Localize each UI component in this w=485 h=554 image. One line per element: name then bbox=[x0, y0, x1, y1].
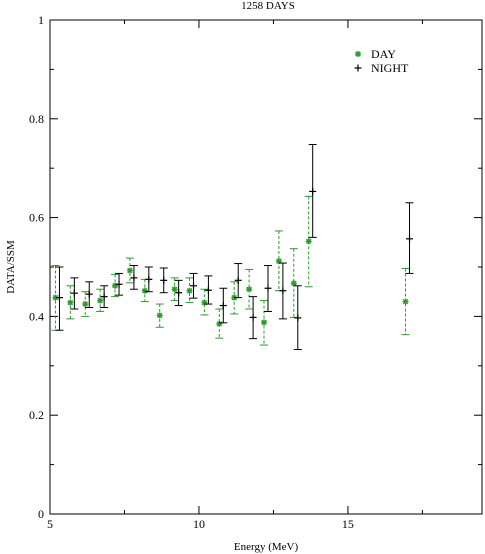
x-tick-label: 10 bbox=[193, 517, 205, 531]
y-tick-label: 0.6 bbox=[29, 211, 44, 225]
data-point-day bbox=[112, 282, 119, 289]
data-point-night bbox=[406, 235, 414, 243]
x-axis-label: Energy (MeV) bbox=[234, 541, 299, 553]
legend-marker-night bbox=[354, 64, 362, 72]
data-point-day bbox=[201, 299, 208, 306]
data-point-day bbox=[82, 301, 89, 308]
legend-marker-day bbox=[355, 51, 361, 57]
legend-label-day: DAY bbox=[371, 47, 396, 61]
legend-asterisk-symbol bbox=[355, 51, 361, 57]
y-axis: 0 0.2 0.4 0.6 0.8 1 bbox=[29, 13, 482, 521]
chart-title: 1258 DAYS bbox=[241, 0, 295, 12]
error-bar-day bbox=[245, 268, 254, 310]
error-bar-day bbox=[215, 308, 224, 339]
series-day bbox=[51, 195, 410, 346]
data-point-day bbox=[171, 286, 178, 293]
data-point-night bbox=[100, 293, 108, 301]
data-point-night bbox=[85, 290, 93, 298]
error-bar-day bbox=[401, 267, 410, 336]
data-point-day bbox=[141, 287, 148, 294]
data-point-day bbox=[305, 238, 312, 245]
series-night bbox=[55, 143, 414, 350]
data-point-night bbox=[219, 302, 227, 310]
data-point-day bbox=[97, 297, 104, 304]
data-point-day bbox=[126, 267, 133, 274]
data-point-night bbox=[130, 274, 138, 282]
y-axis-label: DATA/SSM bbox=[5, 240, 17, 294]
data-point-night bbox=[264, 284, 272, 292]
data-point-day bbox=[216, 320, 223, 327]
data-point-day bbox=[290, 280, 297, 287]
data-point-day bbox=[261, 319, 267, 326]
y-tick-label: 0 bbox=[38, 507, 44, 521]
data-point-night bbox=[160, 276, 168, 284]
y-tick-label: 0.8 bbox=[29, 112, 44, 126]
data-point-day bbox=[156, 312, 163, 319]
legend: DAY NIGHT bbox=[354, 47, 409, 75]
data-point-night bbox=[145, 275, 153, 283]
series-layer bbox=[51, 143, 414, 350]
data-point-night bbox=[55, 294, 63, 302]
data-point-day bbox=[186, 287, 193, 294]
y-tick-label: 1 bbox=[38, 13, 44, 27]
x-tick-label: 5 bbox=[47, 517, 53, 531]
legend-plus-symbol bbox=[354, 64, 362, 72]
data-point-night bbox=[279, 287, 287, 295]
data-point-night bbox=[115, 280, 123, 288]
data-point-night bbox=[70, 289, 78, 297]
data-point-day bbox=[52, 294, 59, 301]
legend-label-night: NIGHT bbox=[371, 61, 409, 75]
data-point-night bbox=[234, 276, 242, 284]
data-point-night bbox=[294, 314, 302, 322]
data-point-night bbox=[190, 282, 198, 290]
x-axis: 5 10 15 bbox=[47, 20, 423, 531]
data-point-day bbox=[402, 298, 409, 305]
y-tick-label: 0.2 bbox=[29, 408, 44, 422]
y-tick-label: 0.4 bbox=[29, 309, 44, 323]
data-point-day bbox=[246, 286, 253, 293]
data-point-night bbox=[204, 286, 212, 294]
data-point-night bbox=[249, 313, 257, 321]
data-point-night bbox=[175, 289, 183, 297]
x-tick-label: 15 bbox=[342, 517, 354, 531]
data-point-day bbox=[67, 299, 74, 306]
data-point-night bbox=[309, 187, 317, 195]
